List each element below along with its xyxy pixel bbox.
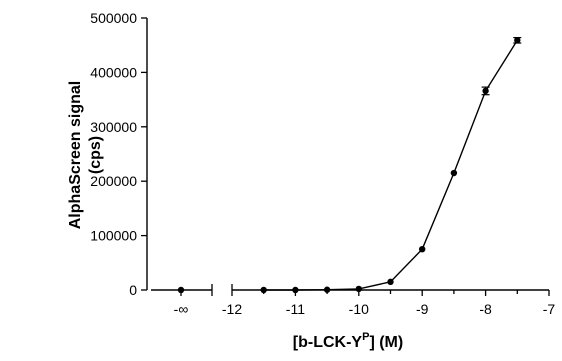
y-axis-title-line-2: (cps): [87, 136, 104, 174]
data-series: [177, 36, 522, 294]
y-tick-label: 400000: [90, 64, 137, 80]
x-axis-title: [b-LCK-YP] (M): [293, 331, 403, 351]
x-tick-label: -7: [543, 301, 556, 317]
data-point: [292, 286, 299, 294]
data-point: [450, 169, 458, 177]
data-point: [482, 87, 489, 95]
y-tick-label: 200000: [90, 173, 137, 189]
y-axis-title-line-1: AlphaScreen signal: [67, 81, 84, 230]
x-ticks: -∞ -12 -11 -10 -9 -8 -7: [174, 284, 556, 317]
y-ticks: 0 100000 200000 300000 400000 500000: [90, 10, 147, 298]
data-point: [419, 246, 426, 253]
x-tick-label: -11: [286, 301, 305, 317]
data-point: [387, 278, 394, 286]
data-point: [177, 286, 185, 294]
x-tick-label: -12: [222, 301, 242, 317]
data-point: [355, 285, 362, 293]
series-line: [263, 39, 518, 291]
x-tick-label: -8: [479, 301, 492, 317]
data-point: [260, 286, 267, 294]
data-point: [514, 37, 521, 44]
x-tick-label: -9: [416, 301, 429, 317]
y-tick-label: 100000: [90, 228, 137, 244]
x-axis-title-superscript: P: [362, 331, 369, 343]
x-tick-label: -∞: [174, 301, 189, 317]
x-axis-title-main: [b-LCK-Y: [293, 334, 363, 351]
y-tick-label: 300000: [90, 119, 137, 135]
x-tick-label: -10: [349, 301, 369, 317]
y-axis-title: AlphaScreen signal (cps): [67, 81, 104, 230]
y-tick-label: 0: [129, 282, 137, 298]
data-point: [323, 286, 331, 293]
x-axis-title-tail: ] (M): [369, 334, 403, 351]
y-tick-label: 500000: [90, 10, 137, 26]
